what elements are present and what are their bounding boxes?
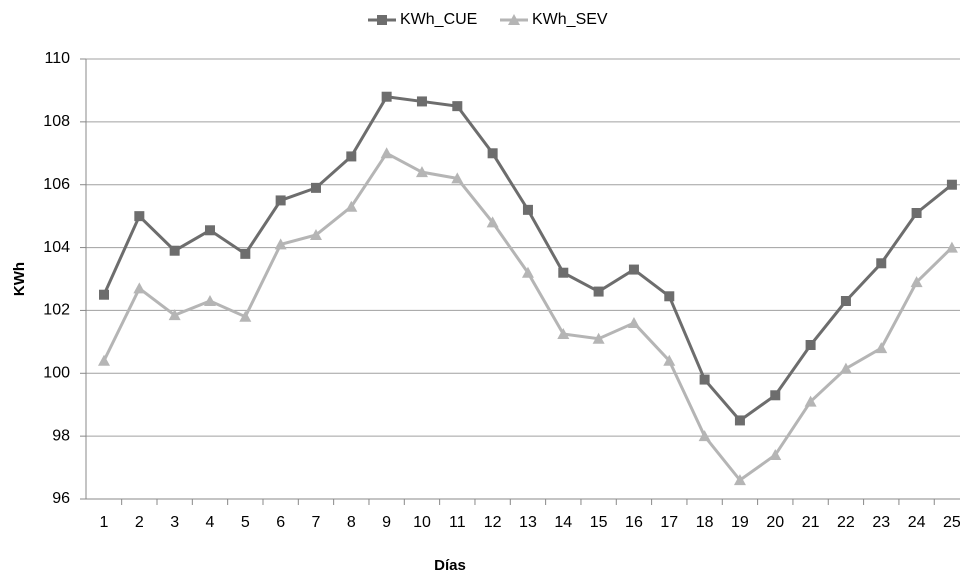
marker (945, 241, 958, 253)
y-tick-label: 100 (43, 365, 70, 382)
y-tick-label: 102 (43, 302, 70, 319)
marker (377, 15, 387, 25)
x-tick-label: 8 (347, 514, 356, 531)
marker (508, 14, 520, 25)
legend-label: KWh_CUE (400, 11, 477, 28)
marker (134, 211, 145, 222)
x-tick-label: 21 (802, 514, 820, 531)
x-tick-label: 23 (872, 514, 890, 531)
marker (416, 96, 427, 107)
marker (911, 208, 922, 218)
marker (168, 309, 181, 321)
marker (698, 430, 711, 442)
marker (240, 248, 251, 259)
x-tick-label: 2 (135, 514, 144, 531)
marker (310, 182, 321, 193)
marker (593, 286, 604, 297)
x-tick-label: 18 (696, 514, 714, 531)
marker (592, 332, 605, 344)
x-tick-label: 10 (413, 514, 431, 531)
marker (910, 276, 923, 288)
marker (876, 258, 887, 269)
marker (627, 317, 640, 328)
x-tick-label: 19 (731, 514, 749, 531)
x-tick-label: 13 (519, 514, 537, 531)
marker (346, 151, 357, 162)
x-tick-label: 22 (837, 514, 855, 531)
marker (663, 354, 676, 366)
marker (699, 374, 710, 385)
marker (239, 310, 252, 322)
marker (840, 296, 851, 306)
marker (558, 267, 569, 278)
y-axis-title: KWh (11, 262, 28, 296)
marker (451, 172, 464, 184)
x-tick-label: 12 (484, 514, 502, 531)
marker (133, 282, 146, 294)
y-tick-label: 104 (43, 239, 70, 256)
marker (805, 340, 816, 350)
x-tick-label: 7 (312, 514, 321, 531)
series-line (102, 95, 953, 423)
x-tick-label: 4 (206, 514, 215, 531)
y-tick-label: 96 (52, 490, 70, 507)
x-tick-label: 1 (100, 514, 109, 531)
x-axis-title: Días (434, 557, 466, 574)
marker (628, 264, 639, 275)
marker (98, 354, 110, 366)
marker (345, 200, 358, 212)
marker (309, 229, 322, 240)
marker (486, 216, 499, 228)
marker (804, 395, 817, 407)
marker (946, 179, 957, 190)
marker (557, 328, 570, 339)
marker (275, 195, 286, 206)
y-tick-label: 98 (52, 427, 70, 444)
y-tick-label: 108 (43, 113, 70, 130)
series-line (102, 151, 953, 483)
x-tick-label: 11 (449, 514, 466, 531)
x-tick-label: 17 (660, 514, 678, 531)
marker (733, 474, 746, 486)
marker (204, 225, 215, 236)
marker (770, 390, 781, 401)
marker (274, 238, 287, 250)
y-tick-label: 106 (43, 176, 70, 193)
marker (487, 148, 498, 159)
marker (169, 245, 180, 256)
marker (380, 147, 393, 159)
marker (99, 289, 109, 300)
marker (734, 415, 745, 426)
marker (415, 166, 428, 178)
marker (522, 204, 533, 215)
x-tick-label: 20 (766, 514, 784, 531)
x-tick-label: 6 (276, 514, 285, 531)
marker (381, 91, 392, 102)
marker (521, 266, 534, 278)
x-tick-label: 5 (241, 514, 250, 531)
y-tick-label: 110 (44, 50, 70, 67)
marker (875, 342, 888, 354)
x-tick-label: 3 (170, 514, 179, 531)
x-tick-label: 15 (590, 514, 608, 531)
marker (203, 295, 216, 306)
marker (839, 362, 852, 374)
marker (769, 449, 782, 460)
x-tick-label: 24 (908, 514, 926, 531)
x-tick-label: 25 (943, 514, 960, 531)
x-tick-label: 16 (625, 514, 643, 531)
legend-label: KWh_SEV (532, 11, 608, 28)
marker (664, 291, 675, 302)
x-tick-label: 9 (382, 514, 391, 531)
marker (452, 101, 463, 112)
x-tick-label: 14 (554, 514, 572, 531)
